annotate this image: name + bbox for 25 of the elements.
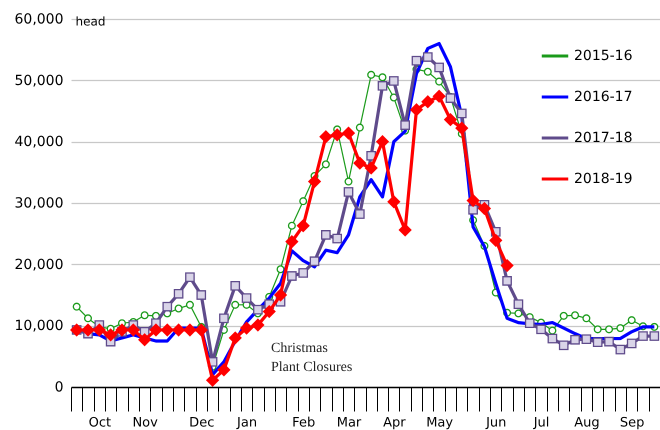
x-tick-label: Oct	[88, 416, 112, 430]
x-tick-label: Jul	[532, 416, 550, 430]
x-tick-label: Nov	[132, 416, 158, 430]
legend-label: 2018-19	[574, 171, 632, 187]
x-tick-label: Dec	[189, 416, 214, 430]
legend-label: 2016-17	[574, 89, 632, 105]
y-tick-label: 50,000	[14, 72, 64, 89]
y-tick-label: 10,000	[14, 318, 64, 334]
y-tick-label: 30,000	[14, 196, 64, 212]
x-tick-label: Aug	[574, 416, 600, 430]
y-axis-title: head	[76, 14, 106, 28]
y-tick-label: 20,000	[14, 256, 64, 273]
x-tick-label: Sep	[620, 416, 644, 430]
x-tick-label: Apr	[383, 416, 406, 430]
x-tick-label: Mar	[336, 416, 362, 430]
y-tick-label: 40,000	[14, 134, 64, 150]
legend-label: 2017-18	[574, 130, 632, 146]
x-tick-label: May	[426, 416, 454, 430]
legend-label: 2015-16	[574, 48, 633, 64]
x-tick-label: Feb	[292, 416, 316, 430]
x-tick-label: Jan	[236, 416, 258, 430]
y-tick-label: 60,000	[14, 12, 64, 28]
x-tick-label: Jun	[485, 416, 506, 430]
annotation: Christmas Plant Closures	[271, 341, 352, 375]
y-tick-label: 0	[54, 380, 64, 396]
